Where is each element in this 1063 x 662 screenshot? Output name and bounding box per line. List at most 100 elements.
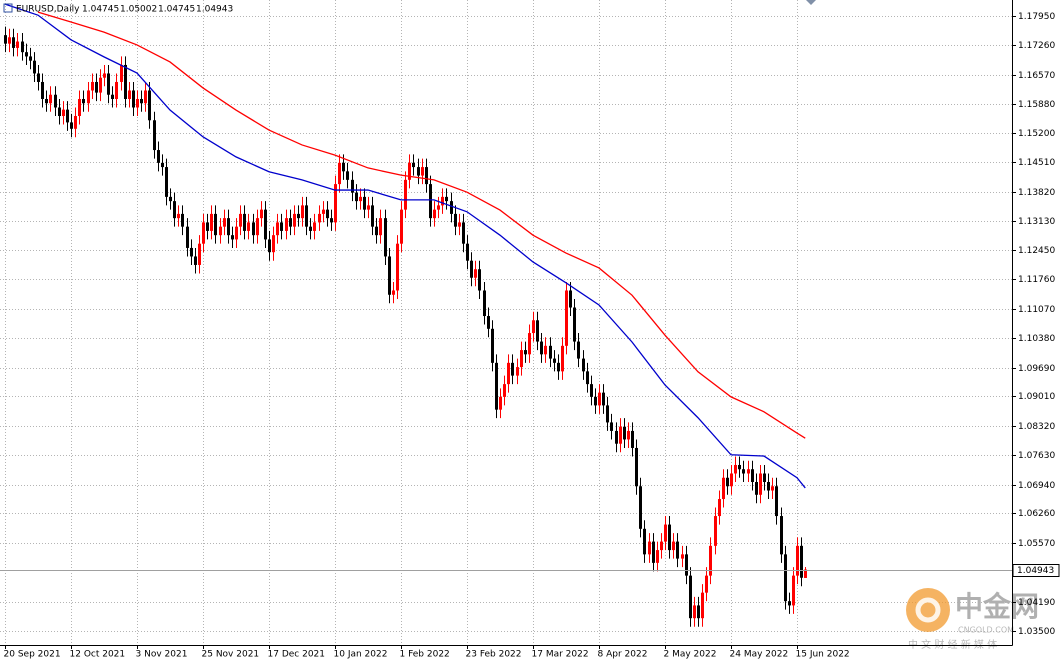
candle-body xyxy=(445,196,448,202)
candle-body xyxy=(767,482,770,491)
candle-body xyxy=(305,205,308,227)
candle-body xyxy=(330,218,333,223)
candle-body xyxy=(37,73,40,82)
candle-body xyxy=(392,290,395,295)
candle-body xyxy=(280,222,283,231)
watermark-site: CNGOLD.COM xyxy=(958,626,1014,635)
x-tick-label: 15 Jun 2022 xyxy=(796,650,850,660)
chart-title: EURUSD,Daily xyxy=(16,5,80,15)
y-tick-label: 1.07630 xyxy=(1018,451,1055,461)
candle-body xyxy=(148,90,151,121)
candle-body xyxy=(594,396,597,406)
candle-body xyxy=(227,218,230,236)
candle-body xyxy=(738,464,741,470)
y-tick-label: 1.05570 xyxy=(1018,539,1055,549)
candle-body xyxy=(784,554,787,602)
candle-body xyxy=(165,167,168,197)
watermark-logo-mark xyxy=(915,597,941,623)
candle-body xyxy=(4,35,7,44)
candle-body xyxy=(425,167,428,185)
y-tick-label: 1.06260 xyxy=(1018,509,1055,519)
x-tick-label: 3 Nov 2021 xyxy=(136,650,188,660)
candle-body xyxy=(219,226,222,236)
candle-body xyxy=(111,94,114,99)
watermark-brand: 中金网 xyxy=(955,590,1039,623)
candle-body xyxy=(342,162,345,172)
moving-average xyxy=(4,3,806,489)
candle-body xyxy=(214,213,217,236)
candle-body xyxy=(565,290,568,346)
candle-body xyxy=(260,209,263,219)
candle-body xyxy=(194,256,197,265)
y-tick-label: 1.11070 xyxy=(1018,305,1055,315)
candle-body xyxy=(520,350,523,368)
candle-body xyxy=(16,41,19,48)
candle-body xyxy=(367,205,370,210)
candle-body xyxy=(714,516,717,546)
candle-body xyxy=(462,222,465,244)
watermark-logo xyxy=(906,588,950,632)
candle-body xyxy=(41,81,44,99)
candle-body xyxy=(742,469,745,474)
x-tick-label: 24 May 2022 xyxy=(730,650,789,660)
y-tick-label: 1.06940 xyxy=(1018,481,1055,491)
candle-body xyxy=(800,545,803,578)
candle-body xyxy=(788,601,791,606)
candle-body xyxy=(689,575,692,619)
candle-body xyxy=(309,226,312,231)
candle-body xyxy=(206,222,209,231)
x-tick-label: 23 Feb 2022 xyxy=(466,650,522,660)
candle-body xyxy=(231,235,234,240)
candle-body xyxy=(268,239,271,253)
candle-body xyxy=(190,247,193,257)
candle-body xyxy=(775,486,778,517)
candle-body xyxy=(285,218,288,231)
candle-body xyxy=(276,222,279,236)
symbol-icon xyxy=(3,3,13,13)
candle-body xyxy=(177,213,180,219)
candle-body xyxy=(49,94,52,104)
candle-body xyxy=(157,150,160,163)
candle-body xyxy=(161,162,164,168)
candle-body xyxy=(780,516,783,555)
candle-body xyxy=(759,473,762,495)
candle-body xyxy=(553,358,556,363)
candle-body xyxy=(610,422,613,431)
candle-body xyxy=(120,64,123,82)
candle-body xyxy=(763,473,766,483)
candle-body xyxy=(499,396,502,410)
candle-body xyxy=(549,345,552,359)
candle-body xyxy=(95,81,98,93)
last-high: 1.05002 xyxy=(120,5,157,15)
candle-body xyxy=(223,218,226,227)
candle-body xyxy=(12,37,15,48)
candle-body xyxy=(91,81,94,91)
candle-body xyxy=(375,226,378,236)
y-tick-label: 1.12450 xyxy=(1018,246,1055,256)
candle-body xyxy=(247,222,250,231)
last-open: 1.04745 xyxy=(82,5,119,15)
candle-body xyxy=(615,430,618,444)
candle-body xyxy=(705,575,708,593)
candle-body xyxy=(561,345,564,372)
x-tick-label: 2 May 2022 xyxy=(664,650,717,660)
candle-body xyxy=(181,213,184,227)
candle-body xyxy=(619,426,622,444)
candle-body xyxy=(483,290,486,317)
candle-body xyxy=(243,213,246,231)
candle-body xyxy=(478,269,481,291)
candle-body xyxy=(437,205,440,210)
candle-body xyxy=(466,243,469,261)
candle-body xyxy=(606,405,609,423)
candle-body xyxy=(569,290,572,308)
x-tick-label: 10 Jan 2022 xyxy=(334,650,388,660)
overlay-layer: EURUSD,Daily 1.04745 1.05002 1.04745 1.0… xyxy=(0,0,1039,651)
candle-body xyxy=(359,196,362,202)
candle-body xyxy=(54,94,57,108)
candle-body xyxy=(58,107,61,117)
candle-body xyxy=(153,120,156,151)
candle-body xyxy=(289,218,292,227)
candle-body xyxy=(82,98,85,104)
candle-body xyxy=(532,320,535,334)
